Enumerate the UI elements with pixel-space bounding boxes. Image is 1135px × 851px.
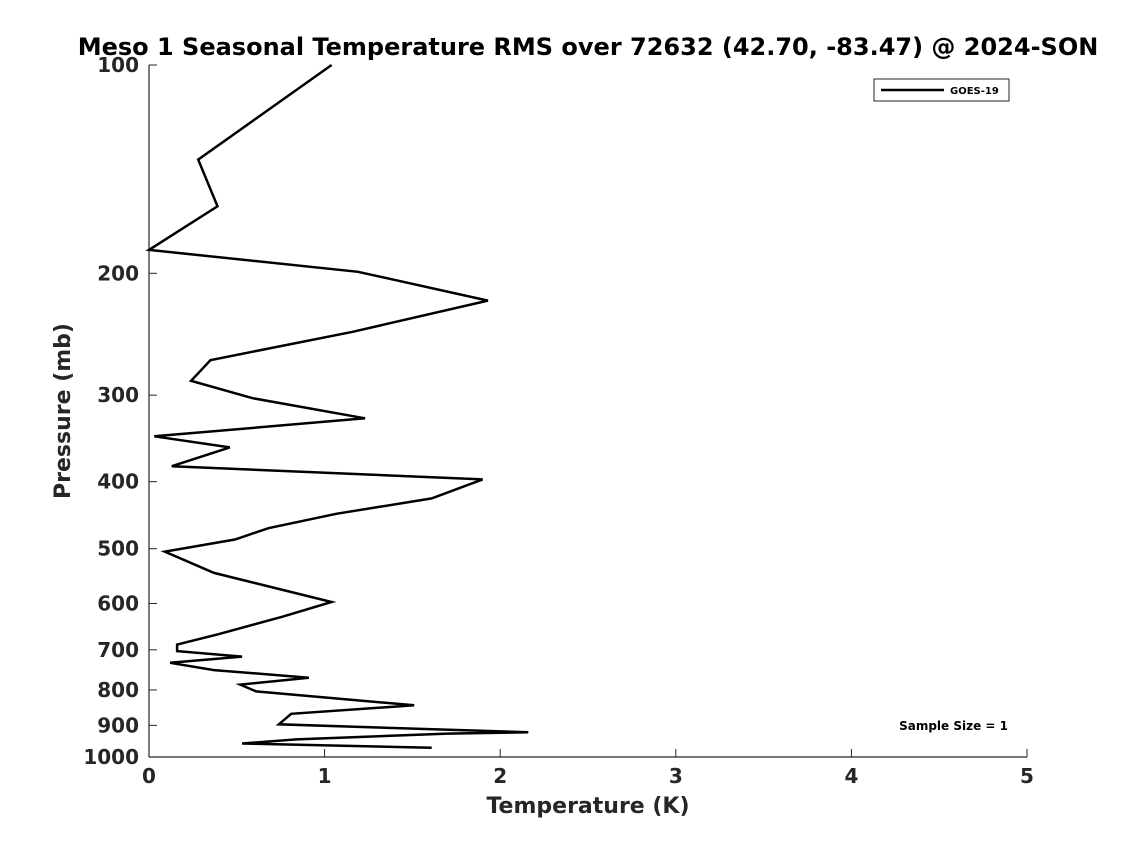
y-tick-label: 300 [97, 383, 139, 407]
x-tick-label: 5 [1020, 764, 1034, 788]
y-tick-label: 400 [97, 470, 139, 494]
y-tick-label: 600 [97, 591, 139, 615]
y-tick-label: 100 [97, 53, 139, 77]
x-ticks: 0 1 2 3 4 5 [142, 749, 1034, 788]
x-axis-label: Temperature (K) [486, 794, 689, 819]
x-tick-label: 4 [844, 764, 858, 788]
series-lines [145, 63, 529, 750]
y-tick-label: 500 [97, 537, 139, 561]
y-axis-label: Pressure (mb) [51, 323, 76, 499]
y-ticks: 100 200 300 400 500 600 700 800 900 1000 [83, 53, 157, 769]
x-tick-label: 1 [318, 764, 332, 788]
chart-title: Meso 1 Seasonal Temperature RMS over 726… [78, 33, 1099, 61]
legend: GOES-19 [873, 78, 1010, 102]
y-tick-label: 900 [97, 713, 139, 737]
y-tick-label: 700 [97, 638, 139, 662]
x-tick-label: 2 [493, 764, 507, 788]
x-tick-label: 3 [669, 764, 683, 788]
plot-area: 0 1 2 3 4 5 100 200 300 400 500 600 700 800 900 1000 [83, 53, 1034, 788]
y-tick-label: 800 [97, 678, 139, 702]
series-line-goes-19 [145, 63, 529, 750]
legend-label: GOES-19 [950, 86, 999, 97]
x-tick-label: 0 [142, 764, 156, 788]
y-tick-label: 200 [97, 261, 139, 285]
y-tick-label: 1000 [83, 745, 139, 769]
sample-size-annotation: Sample Size = 1 [899, 719, 1008, 733]
